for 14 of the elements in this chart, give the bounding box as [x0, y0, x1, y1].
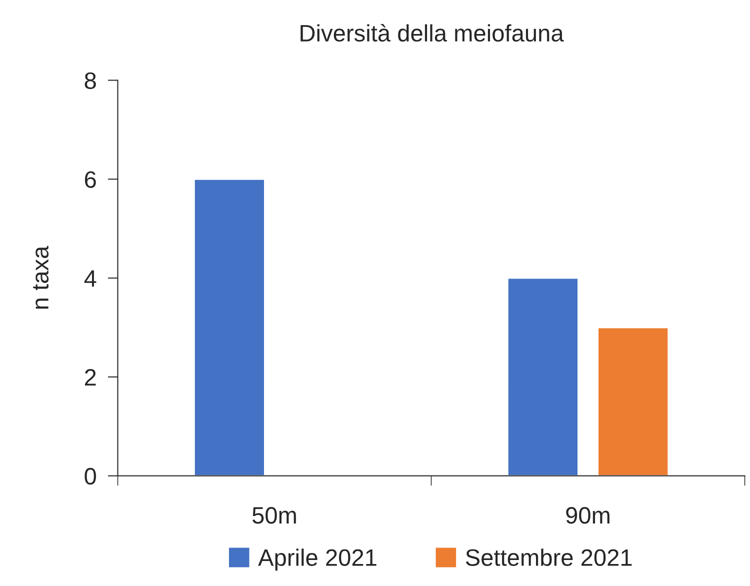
x-tick-label: 90m [566, 507, 610, 524]
chart-title: Diversità della meiofauna [300, 24, 564, 42]
bar [597, 326, 670, 476]
legend-label: Aprile 2021 [258, 548, 376, 571]
y-tick-label: 6 [84, 171, 96, 188]
y-tick-label: 2 [84, 369, 96, 386]
y-tick-label: 8 [84, 72, 96, 90]
y-tick-label: 4 [84, 270, 96, 287]
bar [506, 277, 579, 476]
legend-label: Settembre 2021 [466, 548, 632, 566]
x-tick-label: 50m [252, 507, 296, 524]
y-tick-label: 0 [84, 468, 96, 485]
y-axis-title: n taxa [33, 246, 49, 309]
bar [193, 178, 266, 476]
